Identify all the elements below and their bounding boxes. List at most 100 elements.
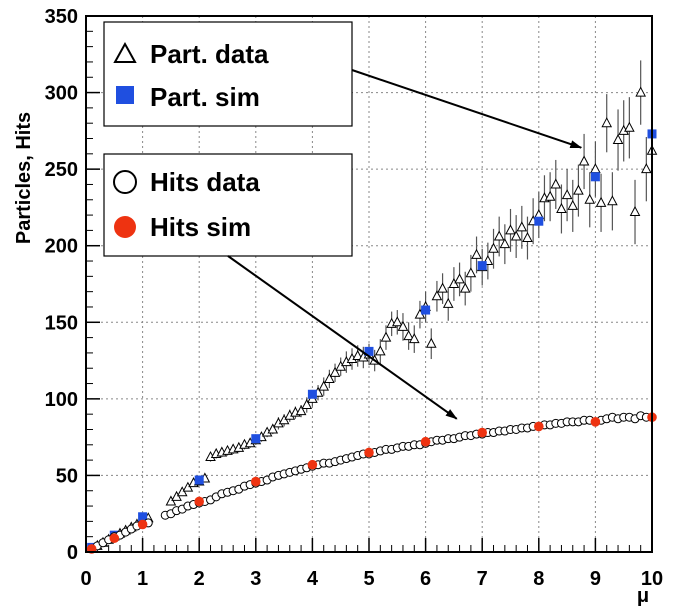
data-point-square xyxy=(421,305,431,315)
y-tick-label: 50 xyxy=(56,465,78,487)
data-point-triangle xyxy=(629,205,641,217)
data-point-triangle xyxy=(544,190,556,201)
data-point-triangle xyxy=(612,133,624,145)
data-point-triangle xyxy=(488,242,499,253)
data-point-filled-circle xyxy=(109,533,120,544)
data-point-filled-circle xyxy=(307,459,318,470)
series-hits-sim xyxy=(86,412,657,554)
data-point-square xyxy=(364,346,374,356)
arrow-hits xyxy=(227,255,458,420)
data-point-triangle xyxy=(641,163,652,174)
data-point-triangle xyxy=(437,282,448,293)
data-point-triangle xyxy=(556,202,567,213)
data-point-triangle xyxy=(442,297,454,308)
data-point-triangle xyxy=(601,117,613,128)
data-point-triangle xyxy=(516,221,528,232)
data-point-filled-circle xyxy=(477,427,488,438)
series-layer xyxy=(86,60,658,554)
x-tick-label: 8 xyxy=(533,568,544,590)
data-point-triangle xyxy=(505,224,516,235)
data-point-square xyxy=(477,261,487,271)
data-point-filled-circle xyxy=(420,436,431,447)
x-tick-label: 4 xyxy=(307,568,319,590)
data-point-square xyxy=(590,172,600,182)
series-hits-data xyxy=(87,411,657,554)
data-point-triangle xyxy=(425,337,437,348)
data-point-triangle xyxy=(380,331,392,342)
x-tick-label: 5 xyxy=(363,568,374,590)
y-tick-label: 300 xyxy=(45,83,78,105)
data-point-triangle xyxy=(352,349,364,360)
data-point-triangle xyxy=(295,405,307,416)
x-tick-label: 10 xyxy=(641,568,663,590)
data-point-triangle xyxy=(329,366,341,377)
legend-label-hits-data: Hits data xyxy=(150,167,260,197)
data-point-square xyxy=(534,216,544,226)
x-axis-title: μ xyxy=(637,585,649,607)
data-point-triangle xyxy=(374,345,386,356)
data-point-triangle xyxy=(403,329,414,341)
legend-open-circle-marker xyxy=(113,170,137,194)
data-point-triangle xyxy=(499,238,511,249)
data-point-triangle xyxy=(584,193,596,204)
x-tick-label: 3 xyxy=(250,568,261,590)
arrow-particles xyxy=(351,69,583,149)
data-point-triangle xyxy=(391,316,403,327)
y-tick-label: 0 xyxy=(67,542,78,564)
legend-particles: Part. data Part. sim xyxy=(103,21,353,127)
data-point-triangle xyxy=(635,86,647,97)
y-tick-label: 350 xyxy=(45,6,78,28)
data-point-triangle xyxy=(522,231,533,243)
data-point-triangle xyxy=(595,196,607,207)
y-axis-title: Particles, Hits xyxy=(13,112,35,244)
data-point-square xyxy=(194,475,204,485)
data-point-filled-circle xyxy=(364,447,374,458)
x-tick-label: 1 xyxy=(137,568,148,590)
data-point-square xyxy=(138,512,148,522)
legend-triangle-marker xyxy=(113,41,137,63)
data-point-triangle xyxy=(607,195,618,206)
y-tick-label: 150 xyxy=(45,312,78,334)
data-point-triangle xyxy=(465,267,477,278)
data-point-triangle xyxy=(431,290,443,301)
legend-label-hits-sim: Hits sim xyxy=(150,212,251,242)
x-tick-label: 9 xyxy=(590,568,601,590)
data-point-filled-circle xyxy=(137,519,148,530)
data-point-triangle xyxy=(408,333,420,344)
data-point-triangle xyxy=(624,121,635,132)
legend-label-part-sim: Part. sim xyxy=(150,82,260,112)
legend-square-marker xyxy=(116,86,134,104)
x-tick-label: 7 xyxy=(477,568,488,590)
data-point-filled-circle xyxy=(534,421,544,432)
legend-particles-box xyxy=(103,21,353,127)
data-point-triangle xyxy=(578,155,590,166)
legend-hits: Hits data Hits sim xyxy=(103,153,353,257)
data-point-triangle xyxy=(397,320,409,331)
data-point-triangle xyxy=(267,423,279,434)
data-point-triangle xyxy=(459,282,471,293)
axis-ticks xyxy=(85,15,653,553)
legend-filled-circle-marker xyxy=(114,216,136,238)
data-point-triangle xyxy=(573,184,584,195)
data-point-triangle xyxy=(471,248,482,259)
data-point-square xyxy=(251,434,261,444)
x-tick-label: 0 xyxy=(80,568,91,590)
data-point-triangle xyxy=(454,273,465,284)
data-point-triangle xyxy=(510,230,522,241)
data-point-filled-circle xyxy=(251,476,261,487)
data-point-triangle xyxy=(550,178,562,189)
legend-label-part-data: Part. data xyxy=(150,39,269,69)
data-point-triangle xyxy=(561,189,573,200)
data-point-triangle xyxy=(301,398,313,409)
plot-frame xyxy=(85,15,653,553)
data-point-filled-circle xyxy=(590,417,601,427)
data-point-square xyxy=(307,389,317,399)
x-tick-label: 2 xyxy=(194,568,205,590)
data-point-triangle xyxy=(493,230,505,241)
data-point-triangle xyxy=(318,380,330,391)
data-point-filled-circle xyxy=(194,496,204,507)
y-tick-label: 200 xyxy=(45,236,78,258)
data-point-triangle xyxy=(567,199,579,210)
